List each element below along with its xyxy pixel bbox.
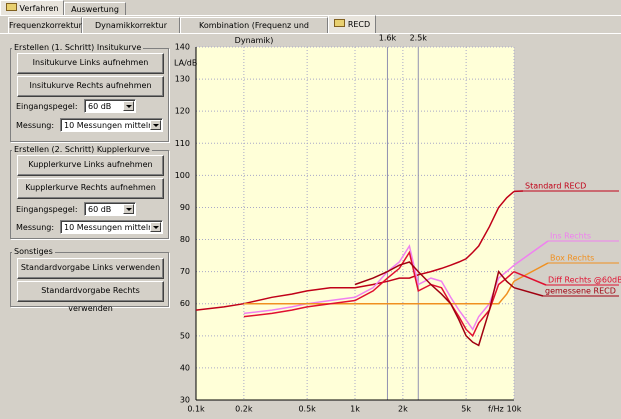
x-tick-label: 1k: [350, 405, 360, 414]
y-tick-label: 70: [180, 267, 190, 276]
series-line: [243, 244, 515, 331]
x-tick-label: 2k: [398, 405, 408, 414]
y-tick-label: 110: [175, 139, 190, 148]
dropdown-arrow: [150, 222, 161, 232]
y-tick-label: 90: [180, 203, 190, 212]
tab-recd[interactable]: RECD: [328, 15, 376, 33]
group-title: Sonstiges: [12, 247, 55, 256]
y-tick-label: 30: [180, 396, 190, 405]
y-tick-label: 60: [180, 299, 190, 308]
field-label: Eingangspegel:: [16, 205, 78, 214]
tab-divider: [0, 33, 621, 34]
tab-label: Verfahren: [19, 4, 59, 13]
top-tick-label: 2.5k: [410, 34, 428, 43]
button[interactable]: Kupplerkurve Links aufnehmen: [17, 155, 164, 176]
y-tick-label: 140: [175, 43, 190, 52]
x-tick-label: 0.1k: [187, 405, 205, 414]
dropdown-value: 10 Messungen mitteln: [64, 223, 154, 232]
tab-frequenz[interactable]: Frequenzkorrektur: [8, 17, 82, 33]
legend-leader: [513, 240, 549, 266]
y-tick-label: 40: [180, 363, 190, 372]
series-line: [243, 280, 515, 305]
dropdown-value: 60 dB: [88, 102, 112, 111]
tab-dynamik[interactable]: Dynamikkorrektur: [82, 17, 180, 33]
button[interactable]: Kupplerkurve Rechts aufnehmen: [17, 178, 164, 199]
tab-kombination[interactable]: Kombination (Frequenz und Dynamik): [180, 17, 328, 45]
x-tick-label: 10k: [507, 405, 522, 414]
legend-label: Ins Rechts: [550, 232, 591, 241]
x-tick-label: 0.5k: [298, 405, 316, 414]
series-line: [243, 250, 515, 338]
series-line: [195, 190, 515, 311]
button[interactable]: Standardvorgabe Links verwenden: [17, 258, 164, 279]
y-tick-label: 130: [175, 75, 190, 84]
tab-label: RECD: [347, 20, 371, 29]
legend-label: Box Rechts: [550, 254, 594, 263]
button[interactable]: Insitukurve Rechts aufnehmen: [17, 76, 164, 97]
y-tick-label: 50: [180, 331, 190, 340]
y-tick-label: 120: [175, 107, 190, 116]
y-axis-label: LA/dB: [174, 59, 197, 68]
legend-leader: [513, 286, 544, 297]
group-title: Erstellen (2. Schritt) Kupplerkurve: [12, 145, 152, 154]
legend-label: Standard RECD: [525, 182, 586, 191]
y-tick-label: 80: [180, 235, 190, 244]
dropdown-value: 60 dB: [88, 205, 112, 214]
x-tick-label: 5k: [461, 405, 471, 414]
top-tick-label: 1.6k: [379, 34, 397, 43]
x-tick-label: 0.2k: [235, 405, 253, 414]
dropdown[interactable]: 10 Messungen mitteln: [60, 118, 163, 132]
dropdown-arrow: [123, 101, 134, 111]
x-axis-label: f/Hz: [488, 405, 504, 414]
folder-icon: [5, 3, 17, 11]
tab-divider: [0, 15, 621, 16]
y-tick-label: 100: [175, 171, 190, 180]
dropdown-value: 10 Messungen mitteln: [64, 121, 154, 130]
chart: LA/dB f/Hz 30 40 50 60 70 80 90 100 110 120 130 140…: [174, 34, 621, 414]
field-label: Messung:: [16, 223, 55, 232]
legend-leader: [513, 262, 549, 282]
group-box: [10, 252, 169, 307]
dropdown[interactable]: 60 dB: [84, 99, 136, 113]
legend-leader: [513, 270, 547, 286]
tab-auswertung[interactable]: Auswertung: [64, 2, 126, 16]
field-label: Messung:: [16, 121, 55, 130]
button[interactable]: Insitukurve Links aufnehmen: [17, 53, 164, 74]
dropdown[interactable]: 10 Messungen mitteln: [60, 220, 163, 234]
dropdown-arrow: [150, 120, 161, 130]
series-line: [354, 261, 515, 347]
dropdown-arrow: [123, 204, 134, 214]
folder-icon: [333, 19, 345, 27]
tab-verfahren[interactable]: Verfahren: [0, 0, 64, 16]
group-title: Erstellen (1. Schritt) Insitukurve: [12, 43, 144, 52]
legend-label: Diff Rechts @60dB: [548, 276, 621, 285]
button[interactable]: Standardvorgabe Rechts verwenden: [17, 281, 164, 313]
dropdown[interactable]: 60 dB: [84, 202, 136, 216]
field-label: Eingangspegel:: [16, 102, 78, 111]
legend-label: gemessene RECD: [545, 287, 616, 296]
